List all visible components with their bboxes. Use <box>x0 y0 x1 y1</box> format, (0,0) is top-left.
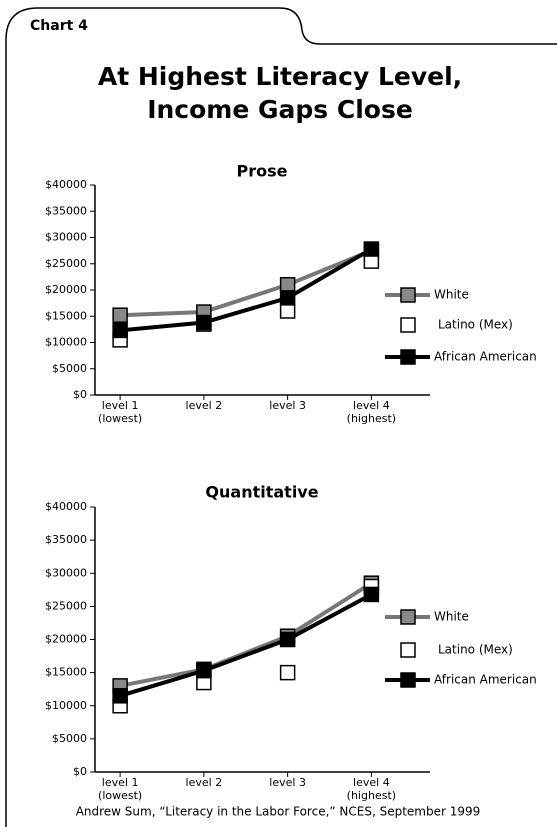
x-tick-label: level 4 (highest) <box>346 776 397 802</box>
y-tick-label: $30000 <box>45 566 87 579</box>
y-tick-label: $15000 <box>45 666 87 679</box>
y-tick-label: $25000 <box>45 599 87 612</box>
x-tick-label: level 1 (lowest) <box>98 399 143 425</box>
x-tick-label: level 1 (lowest) <box>98 776 143 802</box>
marker <box>279 290 296 306</box>
marker <box>279 303 296 319</box>
legend-marker <box>400 317 416 333</box>
legend-marker <box>400 349 416 365</box>
chart-title: Quantitative <box>205 483 318 502</box>
marker <box>279 277 296 293</box>
y-tick-label: $30000 <box>45 231 87 244</box>
series-line <box>119 247 373 333</box>
marker <box>112 688 128 704</box>
y-tick-label: $10000 <box>45 336 87 349</box>
marker <box>279 631 296 648</box>
legend-label: Latino (Mex) <box>438 643 513 657</box>
marker <box>279 664 296 681</box>
marker <box>363 586 380 603</box>
y-tick-label: $25000 <box>45 257 87 270</box>
legend-label: White <box>434 288 469 302</box>
y-tick-label: $35000 <box>45 204 87 217</box>
source: Andrew Sum, “Literacy in the Labor Force… <box>76 805 481 819</box>
y-tick-label: $35000 <box>45 533 87 546</box>
y-tick-label: $0 <box>73 765 87 778</box>
y-tick-label: $5000 <box>52 362 87 375</box>
marker <box>363 241 380 257</box>
x-tick-label: level 2 <box>185 399 223 412</box>
legend-label: African American <box>434 673 537 687</box>
marker <box>196 662 212 679</box>
legend-marker <box>400 672 416 688</box>
chart-title: Prose <box>237 162 288 181</box>
legend-marker <box>400 609 416 625</box>
marker <box>112 307 128 323</box>
chart-label: Chart 4 <box>30 18 88 34</box>
y-tick-label: $5000 <box>52 732 87 745</box>
y-tick-label: $20000 <box>45 633 87 646</box>
series-line <box>119 592 373 698</box>
marker <box>112 322 128 339</box>
legend-label: African American <box>434 350 537 364</box>
x-tick-label: level 3 <box>269 399 306 412</box>
y-tick-label: $20000 <box>45 283 87 296</box>
y-tick-label: $40000 <box>45 500 87 513</box>
x-tick-label: level 4 (highest) <box>346 399 397 425</box>
legend-label: White <box>434 610 469 624</box>
page-title: At Highest Literacy Level, Income Gaps C… <box>97 62 463 124</box>
y-tick-label: $10000 <box>45 699 87 712</box>
series-line <box>119 581 373 688</box>
x-tick-label: level 3 <box>269 776 306 789</box>
legend-label: Latino (Mex) <box>438 318 513 332</box>
y-tick-label: $40000 <box>45 178 87 191</box>
legend-marker <box>400 642 416 658</box>
series-line <box>120 248 373 318</box>
legend-marker <box>400 287 416 303</box>
y-tick-label: $15000 <box>45 309 87 322</box>
x-tick-label: level 2 <box>185 776 223 789</box>
marker <box>196 314 212 331</box>
frame <box>5 7 557 827</box>
y-tick-label: $0 <box>73 388 87 401</box>
